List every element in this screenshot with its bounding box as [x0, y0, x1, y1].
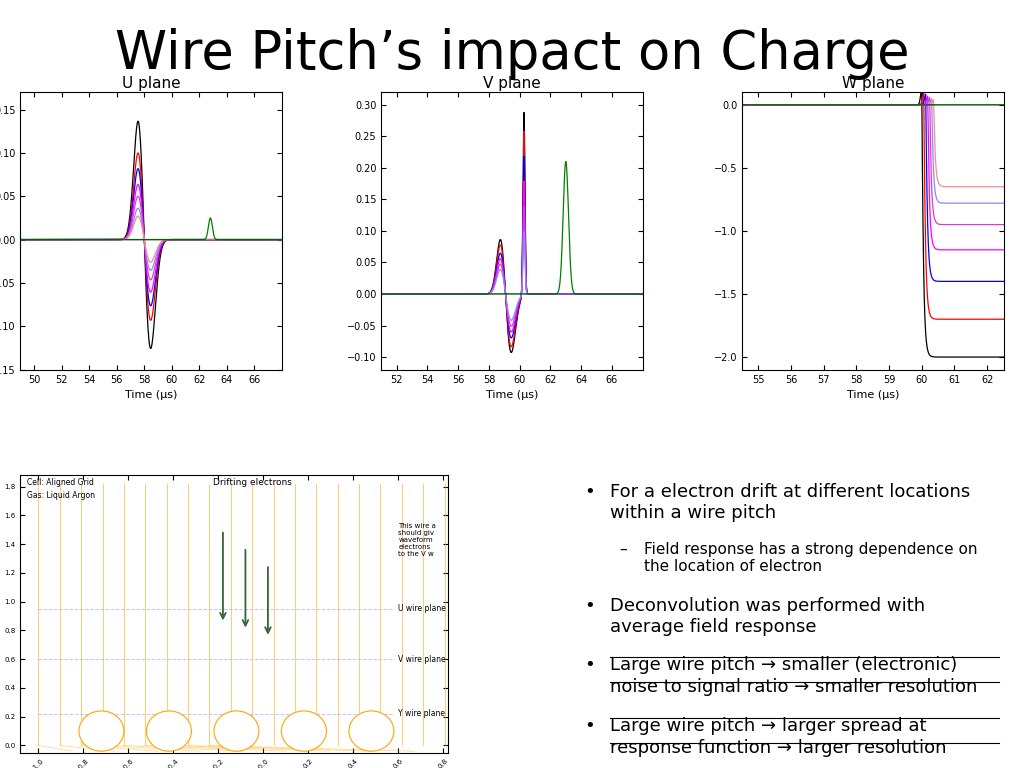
Text: Drifting electrons: Drifting electrons [213, 478, 292, 487]
Text: Field response has a strong dependence on
the location of electron: Field response has a strong dependence o… [644, 541, 978, 574]
Ellipse shape [146, 711, 191, 751]
Text: Cell: Aligned Grid: Cell: Aligned Grid [28, 478, 94, 487]
Text: For a electron drift at different locations
within a wire pitch: For a electron drift at different locati… [610, 483, 971, 522]
Text: •: • [585, 598, 595, 615]
Ellipse shape [349, 711, 394, 751]
Text: Gas: Liquid Argon: Gas: Liquid Argon [28, 491, 95, 500]
Text: •: • [585, 656, 595, 674]
Text: Large wire pitch → smaller (electronic)
noise to signal ratio → smaller resoluti: Large wire pitch → smaller (electronic) … [610, 656, 978, 696]
X-axis label: Time (μs): Time (μs) [847, 390, 899, 400]
X-axis label: Time (μs): Time (μs) [125, 390, 177, 400]
Text: –: – [618, 541, 627, 557]
Ellipse shape [79, 711, 124, 751]
Title: W plane: W plane [842, 76, 904, 91]
Text: Large wire pitch → larger spread at
response function → larger resolution: Large wire pitch → larger spread at resp… [610, 717, 947, 756]
Text: V wire plane: V wire plane [398, 654, 446, 664]
Text: Wire Pitch’s impact on Charge: Wire Pitch’s impact on Charge [115, 28, 909, 80]
Ellipse shape [214, 711, 259, 751]
Title: U plane: U plane [122, 76, 180, 91]
Ellipse shape [282, 711, 327, 751]
Title: V plane: V plane [483, 76, 541, 91]
Text: •: • [585, 717, 595, 734]
Text: This wire a
should giv
waveform
electrons
to the V w: This wire a should giv waveform electron… [398, 522, 436, 557]
Text: U wire plane: U wire plane [398, 604, 446, 614]
Text: Deconvolution was performed with
average field response: Deconvolution was performed with average… [610, 598, 926, 636]
Text: •: • [585, 483, 595, 502]
Text: Y wire plane: Y wire plane [398, 710, 445, 718]
X-axis label: Time (μs): Time (μs) [485, 390, 539, 400]
